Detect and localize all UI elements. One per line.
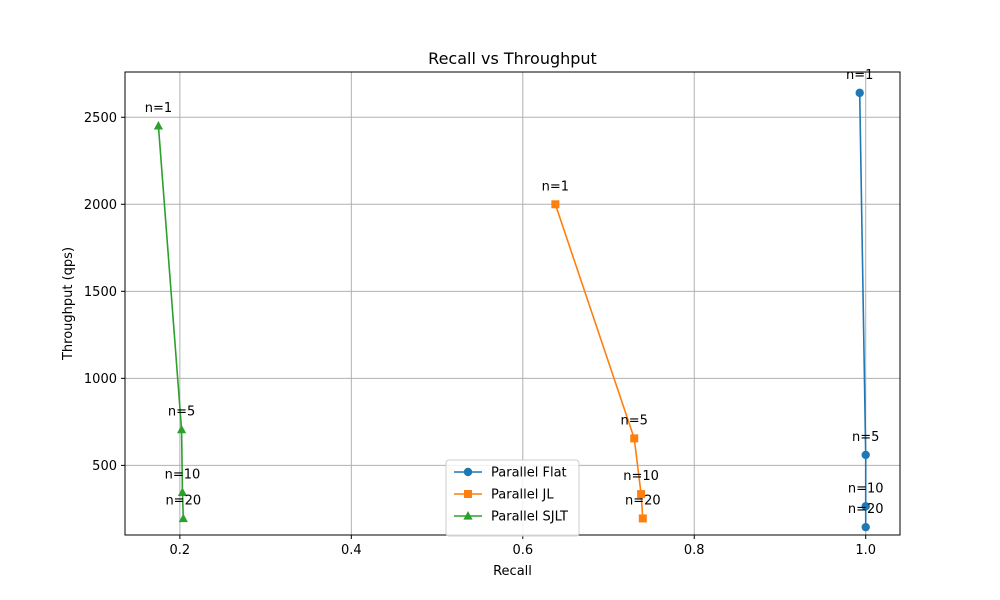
data-point bbox=[153, 120, 164, 130]
point-labels: n=1 n=5 n=10 n=20 n=1 n=5 n=10 n=20 n=1 n=5 n=10 n=… bbox=[145, 68, 884, 517]
data-point bbox=[861, 522, 870, 532]
series-line bbox=[554, 204, 644, 519]
legend-item: Parallel Flat bbox=[454, 466, 567, 481]
legend-label: Parallel Flat bbox=[491, 466, 567, 481]
point-label: n=10 bbox=[623, 469, 659, 484]
point-label: n=20 bbox=[625, 493, 661, 508]
data-point bbox=[551, 200, 560, 209]
x-tick-label: 1.0 bbox=[855, 543, 876, 558]
point-label: n=10 bbox=[165, 467, 201, 482]
point-label: n=1 bbox=[145, 101, 172, 116]
point-label: n=1 bbox=[846, 68, 873, 83]
data-point bbox=[861, 502, 870, 511]
point-label: n=20 bbox=[848, 502, 884, 517]
legend-item: Parallel SJLT bbox=[454, 510, 568, 525]
point-label: n=5 bbox=[852, 430, 879, 445]
legend-box bbox=[445, 459, 580, 537]
point-label: n=10 bbox=[848, 481, 884, 496]
data-point bbox=[177, 487, 188, 496]
legend-label: Parallel SJLT bbox=[491, 510, 568, 525]
legend-marker bbox=[463, 467, 473, 477]
legend-marker bbox=[464, 490, 472, 498]
y-tick-label: 2500 bbox=[84, 111, 117, 126]
x-tick-label: 0.4 bbox=[341, 543, 362, 558]
data-point bbox=[178, 513, 188, 523]
point-label: n=5 bbox=[168, 405, 195, 420]
data-point bbox=[637, 490, 646, 499]
legend: Parallel Flat Parallel JL Parallel SJLT bbox=[445, 459, 580, 537]
data-point bbox=[176, 424, 187, 434]
x-tick-label: 0.8 bbox=[684, 543, 705, 558]
x-tick-label: 0.2 bbox=[170, 543, 191, 558]
legend-item: Parallel JL bbox=[454, 488, 554, 503]
y-tick-label: 1000 bbox=[84, 372, 117, 387]
point-label: n=20 bbox=[165, 493, 201, 508]
x-tick-label: 0.6 bbox=[512, 543, 533, 558]
series-1 bbox=[551, 200, 647, 523]
y-axis-label: Throughput (qps) bbox=[61, 247, 76, 361]
series-line bbox=[858, 92, 867, 528]
x-axis-label: Recall bbox=[493, 564, 532, 579]
series-layer bbox=[153, 88, 870, 532]
legend-label: Parallel JL bbox=[491, 488, 554, 503]
y-tick-label: 2000 bbox=[84, 198, 117, 213]
y-tick-label: 1500 bbox=[84, 285, 117, 300]
data-point bbox=[630, 434, 639, 443]
axis-ticks: 0.2 0.4 0.6 0.8 1.0 500 1000 1500 2000 2500 bbox=[84, 111, 876, 558]
data-point bbox=[855, 88, 864, 98]
point-label: n=5 bbox=[621, 413, 648, 428]
series-line bbox=[157, 125, 185, 519]
chart-title: Recall vs Throughput bbox=[428, 49, 597, 68]
legend-marker bbox=[463, 511, 473, 520]
y-tick-label: 500 bbox=[92, 459, 117, 474]
series-2 bbox=[153, 120, 188, 523]
series-0 bbox=[855, 88, 870, 532]
data-point bbox=[638, 514, 647, 523]
point-label: n=1 bbox=[542, 179, 569, 194]
data-point bbox=[861, 450, 870, 460]
